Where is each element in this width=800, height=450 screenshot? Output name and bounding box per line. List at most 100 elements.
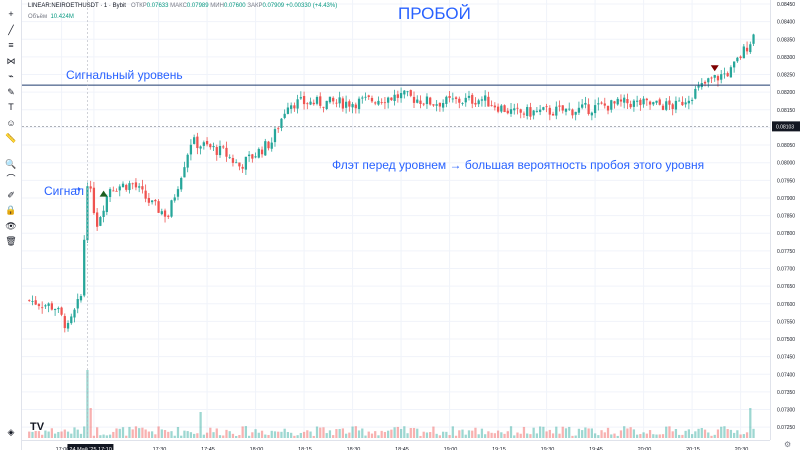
volume-bar: [658, 434, 661, 438]
candle-body: [105, 196, 108, 213]
magnet-icon[interactable]: ⌒: [6, 174, 16, 184]
volume-bar: [736, 430, 739, 438]
zoom-icon[interactable]: 🔍: [5, 158, 17, 169]
crosshair-icon[interactable]: +: [8, 9, 14, 19]
volume-bar: [63, 429, 66, 438]
brush-icon[interactable]: ✎: [7, 86, 15, 97]
price-tick-label: 0.07350: [777, 390, 795, 396]
candle-body: [121, 183, 125, 188]
candle-body: [244, 156, 248, 170]
candle-body: [96, 212, 99, 227]
candle-body: [302, 96, 306, 105]
volume-bar: [503, 433, 506, 438]
volume-bar: [574, 435, 577, 438]
price-axis[interactable]: 0.08450 0.08400 0.08350 0.08300 0.08250 0.082…: [770, 0, 800, 440]
volume-bar: [532, 427, 535, 438]
volume-bar: [241, 426, 244, 438]
price-tick-label: 0.07500: [777, 337, 795, 343]
candle-body: [668, 100, 671, 105]
pattern-icon[interactable]: ⋈: [6, 55, 16, 66]
fib-icon[interactable]: ≡: [8, 40, 14, 50]
volume-bar: [710, 435, 713, 438]
projection-icon[interactable]: ⌁: [8, 71, 14, 81]
trash-icon[interactable]: 🗑: [5, 236, 17, 246]
candle-body: [451, 98, 454, 100]
time-tick-label: 20:00: [638, 447, 652, 450]
volume-bar: [332, 435, 335, 438]
gear-icon[interactable]: ⚙: [784, 440, 792, 449]
candle-body: [406, 91, 409, 93]
low-label: МИН: [210, 3, 224, 9]
volume-bar: [403, 426, 406, 438]
candles: [28, 33, 755, 333]
volume-bar: [99, 435, 102, 438]
candle-body: [593, 105, 597, 114]
volume-bar: [92, 435, 96, 438]
time-tick-label: 19:30: [541, 447, 555, 450]
candle-body: [66, 322, 70, 329]
candle-body: [231, 157, 235, 163]
volume-bar: [509, 426, 513, 438]
volume-bar: [412, 427, 416, 438]
volume-bar: [319, 427, 322, 438]
candle-body: [513, 108, 516, 111]
price-tick-label: 0.07750: [777, 249, 795, 255]
volume-bar: [606, 427, 610, 438]
volume-bar: [222, 435, 225, 438]
candle-body: [299, 97, 302, 99]
candle-body: [277, 128, 280, 130]
candle-body: [652, 102, 655, 105]
candle-body: [306, 103, 309, 105]
trend-line-icon[interactable]: ╱: [8, 24, 14, 35]
volume-bar: [83, 426, 86, 438]
time-axis[interactable]: 17:00 17:30 17:45 18:00 18:15 18:30 18:45 19:00…: [22, 440, 770, 450]
lock-icon[interactable]: 🔒: [5, 205, 17, 215]
symbol-legend[interactable]: LINEAR:NEIROETHUSDT · 1 · Bybit ОТКР0.07…: [28, 3, 337, 9]
price-chart[interactable]: [22, 0, 770, 440]
emoji-icon[interactable]: ☺: [6, 117, 16, 128]
pencil-lock-icon[interactable]: ✐: [7, 189, 15, 200]
chart-area[interactable]: [22, 0, 770, 440]
candle-body: [283, 113, 286, 118]
volume-bar: [616, 435, 619, 438]
candle-body: [671, 104, 674, 110]
chart-grid: [22, 0, 770, 440]
candle-body: [412, 96, 416, 103]
candle-body: [545, 106, 548, 108]
volume-bar: [157, 426, 160, 438]
candle-body: [186, 154, 189, 168]
close-value: 0.07909: [262, 3, 285, 9]
candle-body: [183, 167, 186, 178]
candle-body: [529, 107, 532, 117]
volume-legend[interactable]: Объём 10.424M: [28, 14, 74, 20]
price-tick-label: 0.08400: [777, 20, 795, 26]
volume-bar: [280, 431, 283, 438]
layers-icon[interactable]: ◈: [7, 426, 15, 437]
candle-body: [487, 96, 490, 107]
volume-bar: [37, 431, 41, 438]
candle-body: [387, 97, 390, 103]
tradingview-logo[interactable]: TV: [30, 421, 45, 433]
text-icon[interactable]: T: [8, 102, 14, 112]
volume-bar: [244, 426, 248, 438]
time-tick-label: 19:15: [492, 447, 506, 450]
volume-bar: [665, 426, 668, 438]
candle-body: [370, 97, 374, 102]
eye-icon[interactable]: 👁: [5, 220, 17, 231]
candle-body: [403, 90, 406, 95]
candle-body: [212, 146, 215, 148]
candle-body: [41, 307, 44, 309]
candle-body: [154, 199, 157, 202]
candle-body: [448, 96, 451, 98]
candle-body: [361, 97, 364, 99]
volume-bar: [380, 430, 383, 438]
volume-bar: [105, 435, 108, 438]
volume-bar: [519, 433, 522, 438]
candle-body: [344, 101, 348, 108]
time-tick-label: 19:00: [444, 447, 458, 450]
volume-bar: [564, 428, 568, 438]
candle-body: [70, 316, 73, 324]
candle-body: [115, 190, 118, 192]
ruler-icon[interactable]: 📏: [5, 133, 17, 143]
candle-body: [37, 304, 41, 307]
